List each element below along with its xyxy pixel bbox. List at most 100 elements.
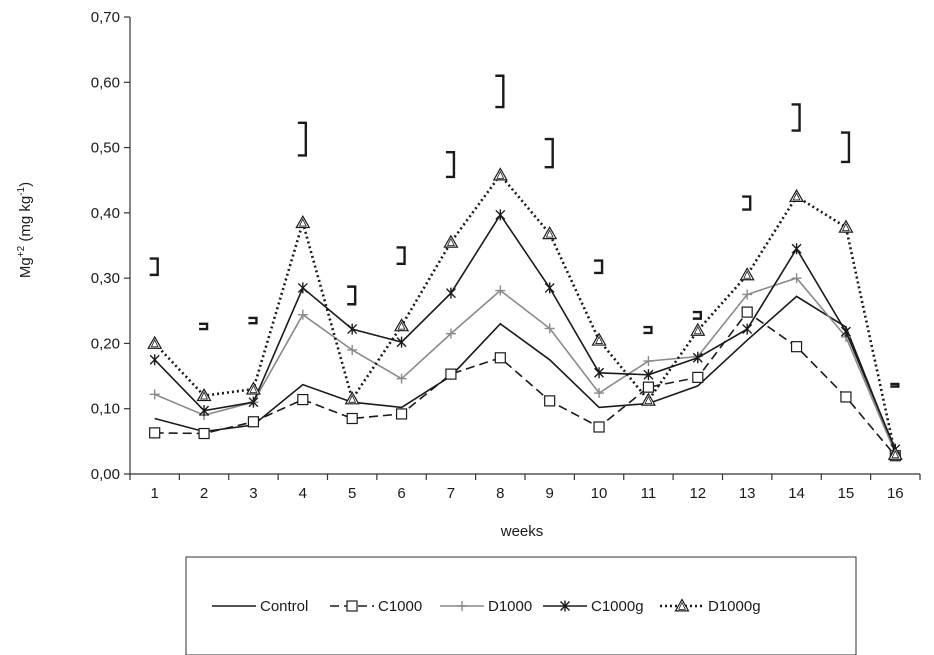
legend-item-d1000: D1000 [440,598,532,615]
error-bracket [396,246,406,265]
x-tick-label: 8 [496,485,504,502]
point-marker [495,285,506,296]
point-marker [887,446,903,460]
point-marker [247,416,260,428]
point-marker [196,387,212,402]
error-bracket [890,382,900,388]
point-marker [395,408,408,420]
point-marker [149,354,160,366]
point-marker [396,336,407,348]
point-marker [790,341,803,353]
legend-items: Control C1000 D1000 C1000g D1000g [212,598,761,615]
y-axis-title-close: ) [17,182,34,187]
point-marker [742,323,753,335]
point-marker [492,167,508,181]
point-marker [295,214,311,229]
point-marker-inner [792,192,801,201]
error-bracket [297,121,308,157]
x-tick-label: 12 [689,485,706,502]
legend-label: C1000g [591,598,644,615]
point-marker [642,381,655,393]
series-line [153,172,897,455]
y-tick-label: 0,60 [91,74,120,91]
y-tick-label: 0,30 [91,270,120,287]
x-tick-label: 2 [200,485,208,502]
point-marker [692,352,703,364]
x-tick-label: 11 [641,485,657,502]
point-marker [346,600,358,612]
point-marker-inner [249,384,258,393]
series-control [154,295,897,452]
legend-box [185,556,857,655]
point-marker-inner [545,229,554,238]
series-c1000 [149,306,901,462]
point-marker-inner [891,449,900,459]
point-marker [198,427,210,440]
x-tick-label: 6 [397,485,405,502]
point-marker [297,393,309,406]
error-bracket [347,285,357,306]
point-marker [445,368,457,380]
x-tick-label: 4 [299,485,307,502]
point-marker [443,234,459,248]
x-tick-label: 3 [249,485,257,502]
error-bracket [742,195,752,211]
y-tick-label: 0,40 [91,205,120,222]
y-axis-title-unit: (mg kg [17,196,34,246]
point-marker [742,289,753,300]
point-marker [838,219,854,233]
x-tick-label: 1 [151,485,159,502]
point-marker [640,392,656,406]
y-axis-title-sup1: +2 [16,245,27,257]
point-marker [457,601,467,611]
legend-label: D1000 [488,598,532,615]
plot-axes: 0,000,100,200,300,400,500,600,701 2 3 4 5 6 7 8… [91,9,921,502]
point-marker [445,328,456,339]
error-bracket [199,322,209,331]
point-marker [643,369,654,381]
point-marker [297,282,308,294]
error-bracket [149,257,159,277]
x-tick-label: 7 [447,485,455,502]
series-c1000g [149,209,901,455]
error-bracket [791,103,801,132]
point-marker [791,243,802,255]
y-tick-label: 0,20 [91,335,120,352]
error-bracket [692,310,703,320]
point-marker [840,326,851,338]
point-marker [594,388,605,399]
point-marker [344,391,360,405]
y-axis-title: Mg+2 (mg kg-1) [16,182,34,278]
legend-label: C1000 [378,598,422,615]
x-tick-label: 5 [348,485,356,502]
x-tick-label: 15 [838,485,855,502]
y-tick-label: 0,10 [91,401,120,418]
point-marker [542,226,558,240]
x-tick-label: 13 [739,485,756,502]
point-marker [560,600,570,612]
legend-item-d1000g: D1000g [660,598,761,615]
error-bracket [544,137,554,169]
legend-item-control: Control [212,598,308,615]
point-marker [297,309,308,320]
point-marker-inner [496,170,505,179]
error-bracket [495,74,505,109]
point-marker-inner [298,218,307,227]
point-marker [544,282,555,294]
point-marker [741,306,753,318]
point-marker [674,598,690,612]
x-tick-label: 14 [788,485,805,502]
point-marker [248,396,259,408]
y-axis-title-sup2: -1 [16,186,27,195]
point-marker [245,381,261,395]
point-marker [494,352,506,364]
legend-label: D1000g [708,598,761,615]
error-bracket [248,316,258,325]
series-line [154,295,897,452]
series-d1000g [147,167,903,460]
point-marker [840,391,852,403]
series-line [154,277,897,454]
point-marker-inner [595,335,603,344]
point-marker [346,412,358,425]
